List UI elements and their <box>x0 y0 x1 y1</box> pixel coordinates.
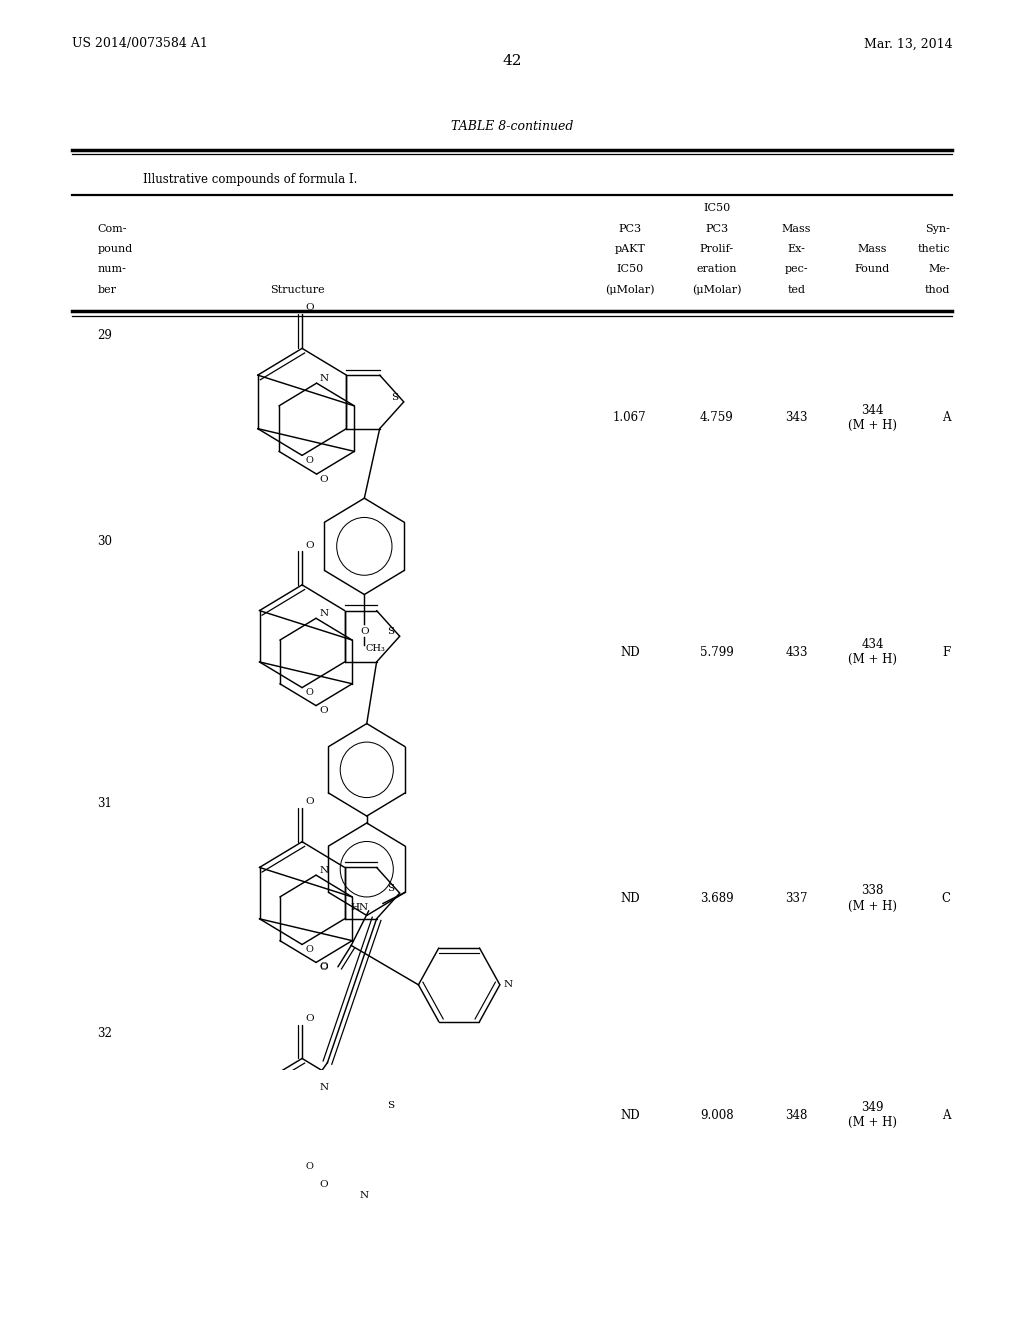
Text: num-: num- <box>97 264 126 275</box>
Text: PC3: PC3 <box>706 223 728 234</box>
Text: S: S <box>387 1101 394 1110</box>
Text: A: A <box>942 1109 950 1122</box>
Text: 9.008: 9.008 <box>700 1109 733 1122</box>
Text: F: F <box>942 645 950 659</box>
Text: ND: ND <box>620 1109 640 1122</box>
Text: (μMolar): (μMolar) <box>605 285 654 296</box>
Text: O: O <box>305 945 313 954</box>
Text: 343: 343 <box>785 412 808 425</box>
Text: PC3: PC3 <box>618 223 641 234</box>
Text: CH₃: CH₃ <box>366 644 385 653</box>
Text: Mar. 13, 2014: Mar. 13, 2014 <box>863 37 952 50</box>
Text: 338
(M + H): 338 (M + H) <box>848 884 897 912</box>
Text: O: O <box>305 689 313 697</box>
Text: thetic: thetic <box>918 244 950 253</box>
Text: O: O <box>305 457 313 465</box>
Text: S: S <box>387 884 394 894</box>
Text: 32: 32 <box>97 1027 113 1040</box>
Text: 31: 31 <box>97 797 113 810</box>
Text: Structure: Structure <box>269 285 325 294</box>
Text: ND: ND <box>620 645 640 659</box>
Text: Mass: Mass <box>782 223 811 234</box>
Text: HN: HN <box>350 903 369 912</box>
Text: 42: 42 <box>502 54 522 67</box>
Text: IC50: IC50 <box>616 264 643 275</box>
Text: O: O <box>305 302 313 312</box>
Text: O: O <box>319 964 328 973</box>
Text: IC50: IC50 <box>703 203 730 214</box>
Text: Mass: Mass <box>858 244 887 253</box>
Text: Syn-: Syn- <box>926 223 950 234</box>
Text: O: O <box>305 1014 313 1023</box>
Text: thod: thod <box>925 285 950 294</box>
Text: 5.799: 5.799 <box>700 645 733 659</box>
Text: eration: eration <box>696 264 737 275</box>
Text: US 2014/0073584 A1: US 2014/0073584 A1 <box>72 37 208 50</box>
Text: 348: 348 <box>785 1109 808 1122</box>
Text: N: N <box>319 1084 329 1092</box>
Text: 344
(M + H): 344 (M + H) <box>848 404 897 432</box>
Text: O: O <box>360 627 369 636</box>
Text: pAKT: pAKT <box>614 244 645 253</box>
Text: O: O <box>319 962 328 972</box>
Text: A: A <box>942 412 950 425</box>
Text: N: N <box>504 981 513 989</box>
Text: TABLE 8-continued: TABLE 8-continued <box>451 120 573 133</box>
Text: Com-: Com- <box>97 223 127 234</box>
Text: S: S <box>387 627 394 636</box>
Text: N: N <box>360 1192 369 1200</box>
Text: Prolif-: Prolif- <box>699 244 734 253</box>
Text: 4.759: 4.759 <box>700 412 733 425</box>
Text: 434
(M + H): 434 (M + H) <box>848 639 897 667</box>
Text: 337: 337 <box>785 892 808 906</box>
Text: Me-: Me- <box>929 264 950 275</box>
Text: Ex-: Ex- <box>787 244 806 253</box>
Text: O: O <box>305 797 313 807</box>
Text: ted: ted <box>787 285 806 294</box>
Text: S: S <box>391 393 398 403</box>
Text: pound: pound <box>97 244 132 253</box>
Text: 349
(M + H): 349 (M + H) <box>848 1101 897 1129</box>
Text: Found: Found <box>855 264 890 275</box>
Text: N: N <box>319 610 329 619</box>
Text: O: O <box>305 541 313 549</box>
Text: O: O <box>319 706 328 715</box>
Text: 3.689: 3.689 <box>700 892 733 906</box>
Text: pec-: pec- <box>784 264 809 275</box>
Text: 433: 433 <box>785 645 808 659</box>
Text: 30: 30 <box>97 535 113 548</box>
Text: ber: ber <box>97 285 117 294</box>
Text: (μMolar): (μMolar) <box>692 285 741 296</box>
Text: O: O <box>319 475 329 484</box>
Text: Illustrative compounds of formula I.: Illustrative compounds of formula I. <box>143 173 357 186</box>
Text: O: O <box>305 1162 313 1171</box>
Text: 1.067: 1.067 <box>613 412 646 425</box>
Text: N: N <box>319 866 329 875</box>
Text: O: O <box>319 1180 328 1189</box>
Text: 29: 29 <box>97 329 113 342</box>
Text: ND: ND <box>620 892 640 906</box>
Text: C: C <box>941 892 950 906</box>
Text: N: N <box>319 375 329 383</box>
